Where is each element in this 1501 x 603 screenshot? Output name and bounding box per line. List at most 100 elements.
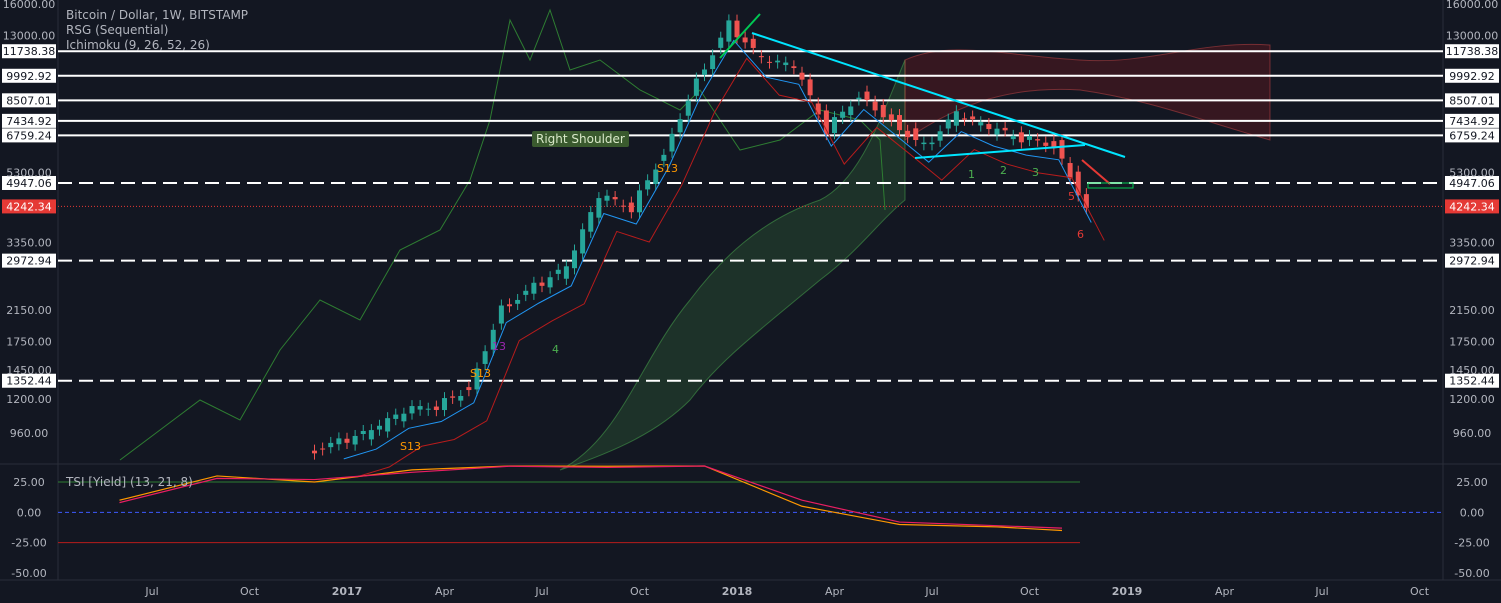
candle-body xyxy=(466,387,472,391)
candle-body xyxy=(970,116,976,120)
candle-body xyxy=(555,269,561,274)
candle-body xyxy=(312,450,317,454)
level-label-right: 1352.44 xyxy=(1449,375,1495,388)
level-label-left: 1352.44 xyxy=(6,375,52,388)
y-tick-label-left: 1750.00 xyxy=(6,335,52,348)
candle-body xyxy=(1075,171,1081,196)
sequential-label: S13 xyxy=(470,367,491,380)
y-tick-label-right: 2150.00 xyxy=(1449,304,1495,317)
ichimoku-cloud-bear xyxy=(904,43,1271,141)
candle-body xyxy=(368,430,374,440)
candle-body xyxy=(563,266,569,279)
tsi-series-line xyxy=(119,465,1063,529)
sequential-label: 1 xyxy=(968,168,975,181)
candle-body xyxy=(685,100,691,116)
candle-body xyxy=(547,277,553,288)
level-label-left-bg xyxy=(2,93,56,108)
x-tick-label: Apr xyxy=(1215,585,1235,598)
x-tick-label: Jul xyxy=(1314,585,1328,598)
candle-body xyxy=(929,142,935,145)
level-label-right: 11738.38 xyxy=(1446,45,1499,58)
current-price-badge-right xyxy=(1445,199,1499,214)
level-label-left: 7434.92 xyxy=(6,115,52,128)
candle-body xyxy=(978,122,984,126)
candle-body xyxy=(718,37,724,48)
candle-body xyxy=(580,229,586,254)
candle-body xyxy=(726,20,732,42)
level-label-left-bg xyxy=(2,113,56,128)
tsi-tick-label-right: -50.00 xyxy=(1454,567,1489,580)
sequential-label: S13 xyxy=(400,440,421,453)
y-tick-label-right: 1450.00 xyxy=(1449,364,1495,377)
candle-body xyxy=(1010,135,1016,140)
candle-body xyxy=(823,110,829,134)
ichimoku-lagging-span xyxy=(119,8,886,461)
candle-body xyxy=(1059,140,1065,159)
x-tick-label: Oct xyxy=(240,585,260,598)
candle-body xyxy=(450,396,456,398)
candle-body xyxy=(515,299,521,304)
candle-body xyxy=(945,119,951,129)
candle-body xyxy=(1043,142,1049,146)
candle-body xyxy=(669,133,675,152)
candle-body xyxy=(921,142,927,145)
candle-body xyxy=(905,130,911,137)
sequential-label: 13 xyxy=(492,340,506,353)
sequential-label: 5 xyxy=(1068,190,1075,203)
y-tick-label-right: 960.00 xyxy=(1453,427,1492,440)
candle-body xyxy=(409,406,415,414)
y-tick-label-left: 13000.00 xyxy=(3,30,56,43)
level-label-right-bg xyxy=(1445,68,1499,83)
target-box xyxy=(1087,182,1134,189)
level-label-right: 6759.24 xyxy=(1449,129,1495,142)
tsi-legend[interactable]: TSI [Yield] (13, 21, 8) xyxy=(66,475,193,489)
candle-body xyxy=(1067,163,1073,179)
indicator-rsg[interactable]: RSG (Sequential) xyxy=(66,23,169,37)
y-tick-label-left: 3350.00 xyxy=(6,236,52,249)
level-label-right: 9992.92 xyxy=(1449,70,1495,83)
current-price-label-right: 4242.34 xyxy=(1449,200,1495,213)
candle-body xyxy=(750,38,756,48)
level-label-left: 8507.01 xyxy=(6,94,52,107)
indicator-ichimoku[interactable]: Ichimoku (9, 26, 52, 26) xyxy=(66,38,210,52)
candle-body xyxy=(507,304,512,307)
candle-body xyxy=(645,180,651,190)
candle-body xyxy=(328,442,334,448)
sequential-label: S13 xyxy=(657,162,678,175)
candle-body xyxy=(661,154,667,161)
right-shoulder-annotation: Right Shoulder xyxy=(532,131,629,147)
candle-body xyxy=(962,118,967,120)
x-tick-label: Oct xyxy=(1410,585,1430,598)
level-label-right-bg xyxy=(1445,93,1499,108)
candle-body xyxy=(880,104,886,118)
candle-body xyxy=(531,282,537,294)
candle-body xyxy=(490,329,496,350)
x-tick-label: 2017 xyxy=(332,585,363,598)
level-label-left: 2972.94 xyxy=(6,255,52,268)
candle-body xyxy=(482,351,488,364)
green-trendline xyxy=(719,13,761,59)
candle-body xyxy=(425,408,431,410)
level-label-left-bg xyxy=(2,68,56,83)
x-tick-label: Oct xyxy=(1020,585,1040,598)
candle-body xyxy=(848,106,854,116)
sequential-label: 3 xyxy=(1032,166,1039,179)
candle-body xyxy=(588,212,594,232)
symbol-title[interactable]: Bitcoin / Dollar, 1W, BITSTAMP xyxy=(66,8,249,22)
candle-body xyxy=(352,435,358,445)
level-label-left: 4947.06 xyxy=(6,177,52,190)
tsi-tick-label-left: 25.00 xyxy=(13,476,45,489)
candle-body xyxy=(1083,194,1089,208)
candle-body xyxy=(840,111,846,118)
candle-body xyxy=(401,413,407,422)
candle-body xyxy=(612,197,618,200)
candle-body xyxy=(539,282,545,286)
candle-body xyxy=(702,69,707,75)
candle-body xyxy=(498,305,504,324)
level-label-left-bg xyxy=(2,373,56,388)
y-tick-label-left: 16000.00 xyxy=(3,0,56,11)
level-label-right-bg xyxy=(1445,175,1499,190)
level-label-right: 4947.06 xyxy=(1449,177,1495,190)
candle-body xyxy=(799,72,805,80)
